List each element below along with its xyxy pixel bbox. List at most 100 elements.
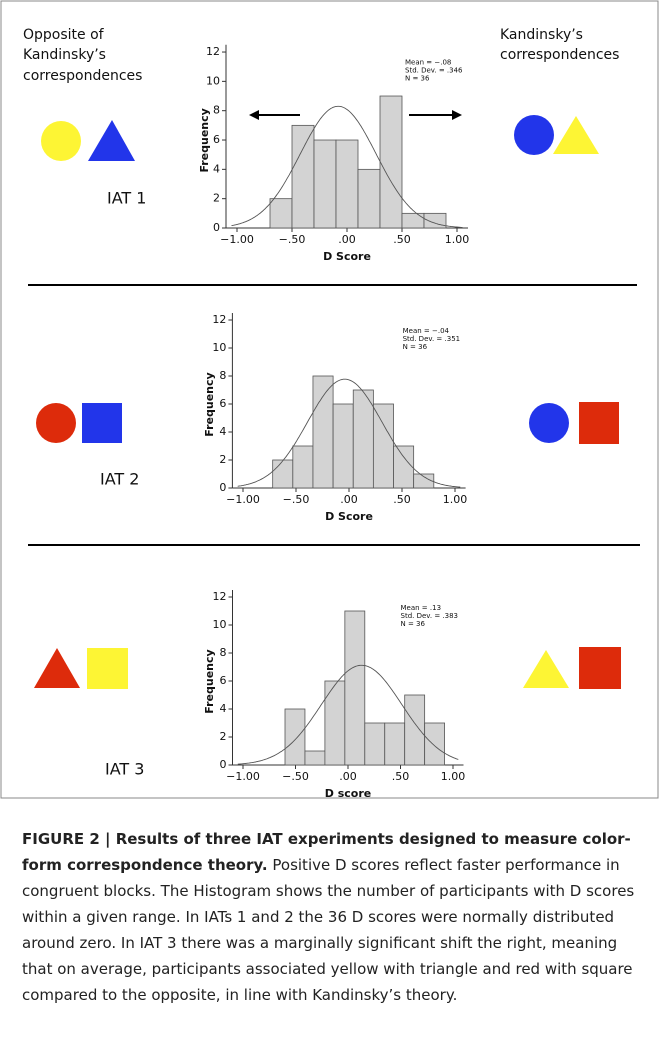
square xyxy=(579,402,619,444)
caption: FIGURE 2 | Results of three IAT experime… xyxy=(22,826,642,1008)
bar xyxy=(335,139,359,229)
y-tick-label: 12 xyxy=(206,45,220,58)
square xyxy=(87,648,128,689)
header-right: correspondences xyxy=(500,47,619,63)
triangle xyxy=(553,116,599,154)
x-tick-label: −.50 xyxy=(279,233,306,246)
panel-label: IAT 2 xyxy=(100,470,139,489)
y-axis-label: Frequency xyxy=(198,108,211,172)
y-axis-label: Frequency xyxy=(203,372,216,436)
circle xyxy=(529,403,569,443)
bar xyxy=(423,212,447,229)
arrow-head xyxy=(452,110,462,120)
arrow-head xyxy=(249,110,259,120)
panel-label: IAT 3 xyxy=(105,760,144,779)
y-tick-label: 12 xyxy=(213,590,227,603)
bar xyxy=(272,459,294,489)
header-left: Opposite of xyxy=(23,27,105,43)
square xyxy=(579,647,621,689)
x-tick-label: −.50 xyxy=(282,770,309,783)
x-tick-label: .50 xyxy=(393,233,411,246)
y-tick-label: 8 xyxy=(220,646,227,659)
y-tick-label: 6 xyxy=(219,397,226,410)
bar xyxy=(413,473,435,489)
bar xyxy=(292,445,314,489)
x-tick-label: −1.00 xyxy=(220,233,254,246)
bar xyxy=(364,722,386,766)
caption-text: Positive D scores reflect faster perform… xyxy=(22,856,635,1004)
annotation: N = 36 xyxy=(401,620,426,628)
x-axis-label: D score xyxy=(325,787,371,800)
normal-curve xyxy=(237,378,461,488)
annotation: Mean = −.08 xyxy=(405,59,451,67)
bar xyxy=(344,610,366,766)
x-tick-label: .50 xyxy=(393,493,411,506)
x-tick-label: 1.00 xyxy=(445,233,470,246)
x-tick-label: −1.00 xyxy=(226,770,260,783)
figure: Opposite of Kandinsky’s correspondences … xyxy=(0,0,659,800)
caption-title: FIGURE 2 | Results of three IAT experime… xyxy=(22,830,631,874)
x-tick-label: .00 xyxy=(338,233,356,246)
annotation: Std. Dev. = .346 xyxy=(405,67,463,75)
bar xyxy=(304,750,326,766)
y-tick-label: 6 xyxy=(213,133,220,146)
y-tick-label: 2 xyxy=(213,192,220,205)
x-axis-label: D Score xyxy=(323,250,371,263)
annotation: Std. Dev. = .383 xyxy=(401,612,459,620)
bar xyxy=(404,694,426,766)
y-tick-label: 10 xyxy=(206,74,220,87)
header-left: Kandinsky’s xyxy=(23,47,106,63)
bar xyxy=(372,403,394,489)
annotation: N = 36 xyxy=(405,75,430,83)
y-tick-label: 4 xyxy=(220,702,227,715)
bar xyxy=(291,124,315,229)
bar xyxy=(284,708,306,766)
y-tick-label: 10 xyxy=(213,618,227,631)
annotation: Std. Dev. = .351 xyxy=(403,335,461,343)
circle xyxy=(514,115,554,155)
triangle xyxy=(88,120,135,161)
bar xyxy=(424,722,445,766)
bar xyxy=(357,168,381,229)
panel-label: IAT 1 xyxy=(107,189,146,208)
bar xyxy=(384,722,406,766)
y-tick-label: 10 xyxy=(212,341,226,354)
normal-curve xyxy=(237,664,459,765)
triangle xyxy=(523,650,569,688)
bar xyxy=(379,95,403,229)
y-tick-label: 0 xyxy=(219,481,226,494)
annotation: Mean = .13 xyxy=(401,604,442,612)
annotation: Mean = −.04 xyxy=(403,327,450,335)
x-tick-label: −1.00 xyxy=(226,493,260,506)
y-tick-label: 2 xyxy=(219,453,226,466)
header-right: Kandinsky’s xyxy=(500,27,583,43)
x-tick-label: −.50 xyxy=(283,493,310,506)
bar xyxy=(332,403,354,489)
bar xyxy=(312,375,334,489)
triangle xyxy=(34,648,80,688)
y-tick-label: 4 xyxy=(213,162,220,175)
x-axis-label: D Score xyxy=(325,510,373,523)
y-axis-label: Frequency xyxy=(203,649,216,713)
header-left: correspondences xyxy=(23,68,142,84)
bar xyxy=(352,389,374,489)
x-tick-label: 1.00 xyxy=(443,493,468,506)
x-tick-label: 1.00 xyxy=(441,770,466,783)
y-tick-label: 6 xyxy=(220,674,227,687)
y-tick-label: 4 xyxy=(219,425,226,438)
y-tick-label: 12 xyxy=(212,313,226,326)
x-tick-label: .00 xyxy=(340,493,358,506)
annotation: N = 36 xyxy=(403,343,428,351)
bar xyxy=(401,212,425,229)
figure-border xyxy=(0,0,659,799)
circle xyxy=(41,121,81,161)
square xyxy=(82,403,122,443)
y-tick-label: 8 xyxy=(219,369,226,382)
bar xyxy=(324,680,346,766)
x-tick-label: .00 xyxy=(339,770,357,783)
bar xyxy=(393,445,415,489)
circle xyxy=(36,403,76,443)
bar xyxy=(269,198,293,229)
bar xyxy=(313,139,337,229)
